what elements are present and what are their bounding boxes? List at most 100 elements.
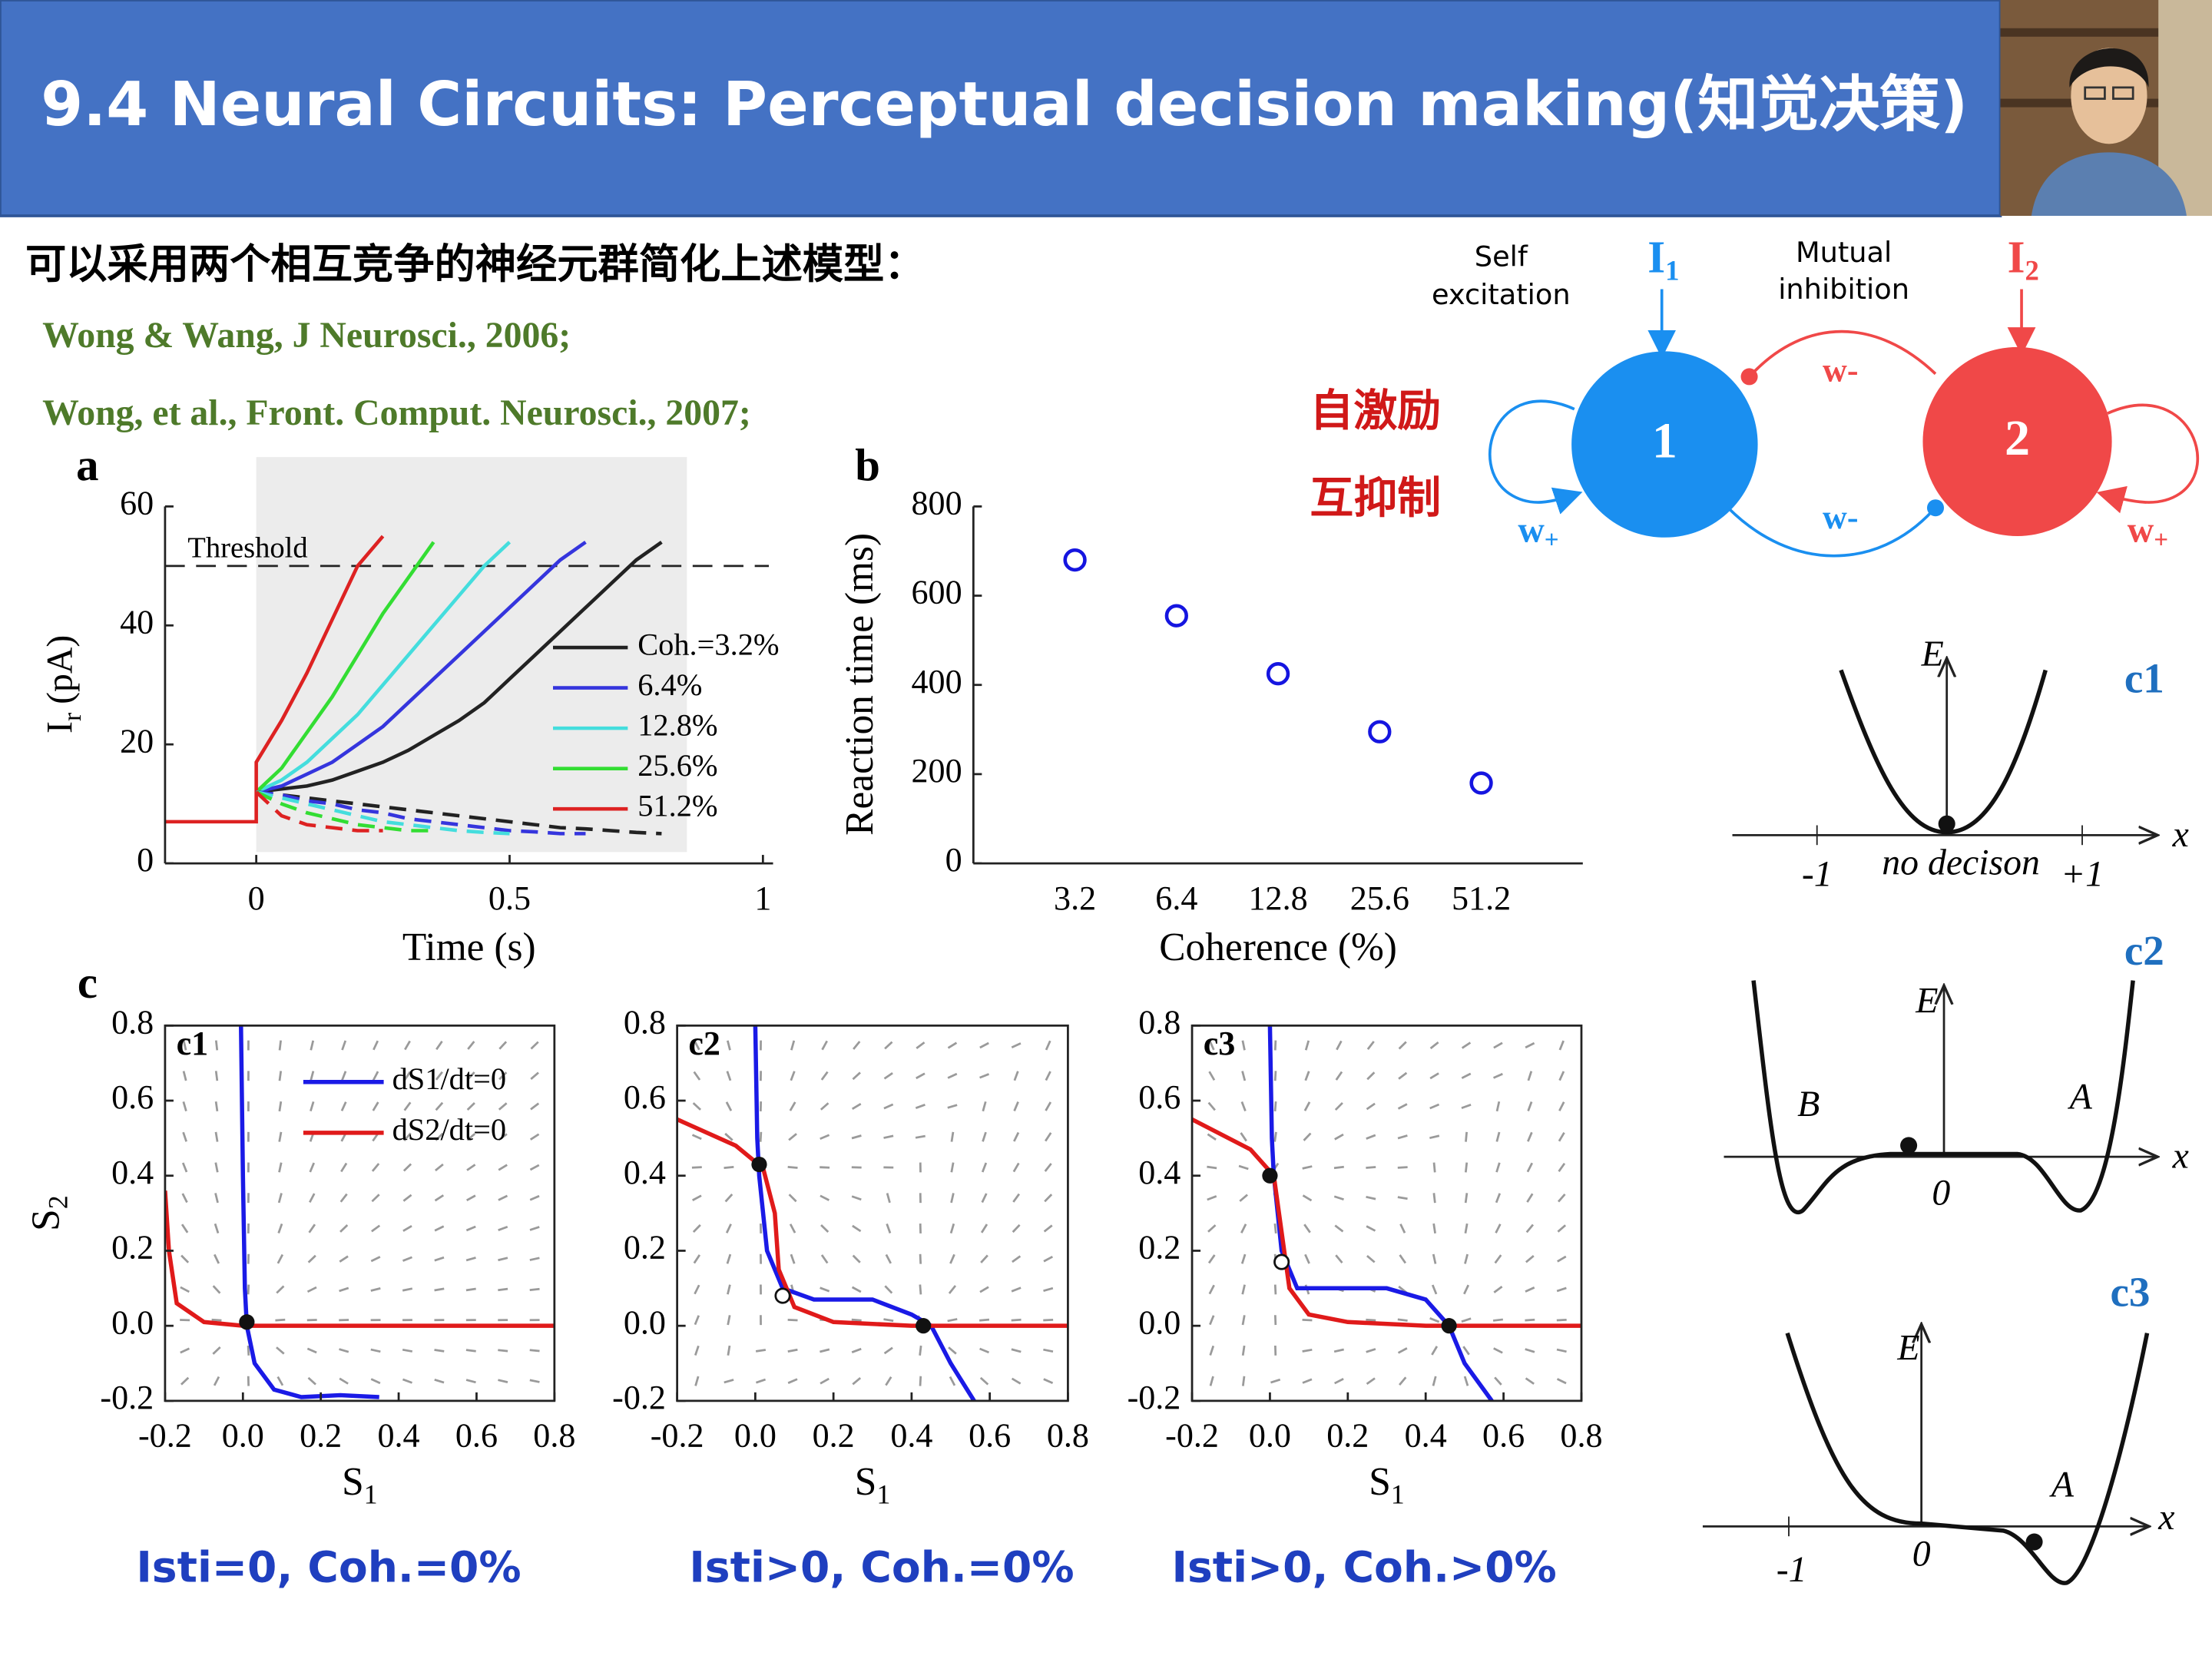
vector-field-arrow <box>694 1315 700 1326</box>
panel-label: a <box>76 440 98 490</box>
vector-field-arrow <box>1302 1378 1313 1384</box>
vector-field-arrow <box>1240 1253 1247 1264</box>
vector-field-arrow <box>1334 1224 1344 1233</box>
vector-field-arrow <box>1558 1132 1565 1142</box>
vector-field-arrow <box>434 1256 445 1262</box>
vector-field-arrow <box>1464 1223 1469 1234</box>
vector-field-arrow <box>916 1072 926 1080</box>
vector-field-arrow <box>306 1286 317 1293</box>
unstable-fixed-point <box>774 1287 791 1304</box>
vector-field-arrow <box>465 1257 476 1262</box>
vector-field-arrow <box>885 1376 892 1386</box>
annotation: 自激励 <box>1310 386 1441 436</box>
vector-field-arrow <box>1043 1286 1054 1293</box>
vector-field-arrow <box>276 1376 284 1386</box>
vector-field-arrow <box>310 1071 315 1081</box>
vector-field-arrow <box>820 1286 830 1293</box>
vector-field-arrow <box>341 1040 347 1051</box>
energy-tick-label: B <box>1797 1084 1820 1124</box>
vector-field-arrow <box>1399 1254 1407 1264</box>
vector-field-arrow <box>886 1223 892 1233</box>
vector-field-arrow <box>1208 1284 1215 1295</box>
vector-field-arrow <box>851 1195 862 1201</box>
vector-field-arrow <box>1432 1253 1437 1264</box>
vector-field-arrow <box>310 1101 315 1112</box>
energy-diagrams: E x -1 no decison +1 c1 E x B 0 A c2 E x… <box>1702 634 2189 1590</box>
y-tick-label: -0.2 <box>1128 1379 1181 1416</box>
vector-field-arrow <box>1273 1040 1277 1051</box>
panel-label: c <box>78 958 98 1008</box>
legend-label: 25.6% <box>637 748 717 783</box>
axis-label-unit: (pA) <box>40 635 81 704</box>
vector-field-arrow <box>1494 1254 1502 1264</box>
vector-field-arrow <box>1398 1041 1407 1050</box>
energy-axis-label: x <box>2172 1136 2189 1177</box>
point <box>1063 548 1087 572</box>
y-tick-label: 0.0 <box>111 1303 154 1341</box>
vector-field-arrow <box>787 1348 798 1353</box>
x-tick-label: 0.8 <box>1560 1417 1602 1455</box>
vector-field-arrow <box>1335 1254 1343 1264</box>
line <box>256 540 587 794</box>
vector-field-arrow <box>1207 1224 1217 1233</box>
vector-field-arrow <box>465 1349 476 1353</box>
vector-field-arrow <box>372 1101 379 1111</box>
vector-field-arrow <box>1043 1348 1054 1353</box>
vector-field-arrow <box>981 1193 988 1204</box>
vector-field-arrow <box>1302 1348 1313 1353</box>
vector-field-arrow <box>788 1194 797 1203</box>
axis-label: S1 <box>1369 1460 1405 1510</box>
energy-panel-label: c2 <box>2124 927 2164 974</box>
weight-label: w+ <box>1518 509 1558 554</box>
y-tick-label: 0.0 <box>624 1303 666 1341</box>
vector-field-arrow <box>180 1347 190 1354</box>
vector-field-arrow <box>1397 1134 1408 1140</box>
vector-field-arrow <box>370 1287 381 1292</box>
y-tick-label: 0.6 <box>624 1078 666 1116</box>
vector-field-arrow <box>182 1101 187 1112</box>
y-tick-label: 0.2 <box>111 1229 154 1267</box>
vector-field-arrow <box>370 1256 381 1263</box>
vector-field-arrow <box>1525 1041 1535 1049</box>
vector-field-arrow <box>1527 1131 1533 1142</box>
y-tick-label: -0.2 <box>100 1379 154 1416</box>
vector-field-arrow <box>1043 1255 1054 1263</box>
vector-field-arrow <box>886 1193 891 1204</box>
energy-tick-label: -1 <box>1802 853 1833 894</box>
vector-field-arrow <box>982 1101 987 1112</box>
vector-field-arrow <box>1432 1223 1436 1234</box>
vector-field-arrow <box>529 1226 540 1231</box>
vector-field-arrow <box>979 1041 989 1049</box>
vector-field-arrow <box>1431 1346 1439 1356</box>
vector-field-arrow <box>1333 1165 1344 1170</box>
vector-field-arrow <box>1207 1254 1216 1264</box>
vector-field-arrow <box>434 1225 445 1232</box>
vector-field-arrow <box>465 1287 476 1292</box>
vector-field-arrow <box>277 1223 283 1233</box>
vector-field-arrow <box>1366 1254 1376 1263</box>
axis-label-sub: 1 <box>1391 1479 1405 1510</box>
vector-field-arrow <box>1397 1196 1408 1200</box>
vector-field-arrow <box>883 1346 893 1355</box>
x-tick-label: 0.5 <box>488 879 531 917</box>
vector-field-arrow <box>214 1223 220 1234</box>
axis-label-main: S <box>1369 1460 1391 1504</box>
vector-field-arrow <box>1556 1348 1567 1353</box>
header-bar <box>0 0 2002 217</box>
nullcline <box>238 1025 379 1399</box>
vector-field-arrow <box>820 1071 829 1081</box>
vector-field-arrow <box>692 1224 701 1233</box>
node-label: 2 <box>2005 410 2030 466</box>
vector-field-arrow <box>277 1193 283 1204</box>
vector-field-arrow <box>727 1315 731 1326</box>
vector-field-arrow <box>1012 1255 1022 1263</box>
vector-field-arrow <box>851 1134 862 1140</box>
y-tick-label: 0.0 <box>1138 1303 1181 1341</box>
vector-field-arrow <box>1240 1101 1247 1111</box>
vector-field-arrow <box>915 1134 926 1139</box>
vector-field-arrow <box>498 1133 508 1141</box>
energy-tick-label: A <box>2068 1077 2093 1118</box>
vector-field-arrow <box>1303 1132 1312 1141</box>
x-tick-label: 0.0 <box>1249 1417 1291 1455</box>
vector-field-arrow <box>1273 1131 1277 1142</box>
